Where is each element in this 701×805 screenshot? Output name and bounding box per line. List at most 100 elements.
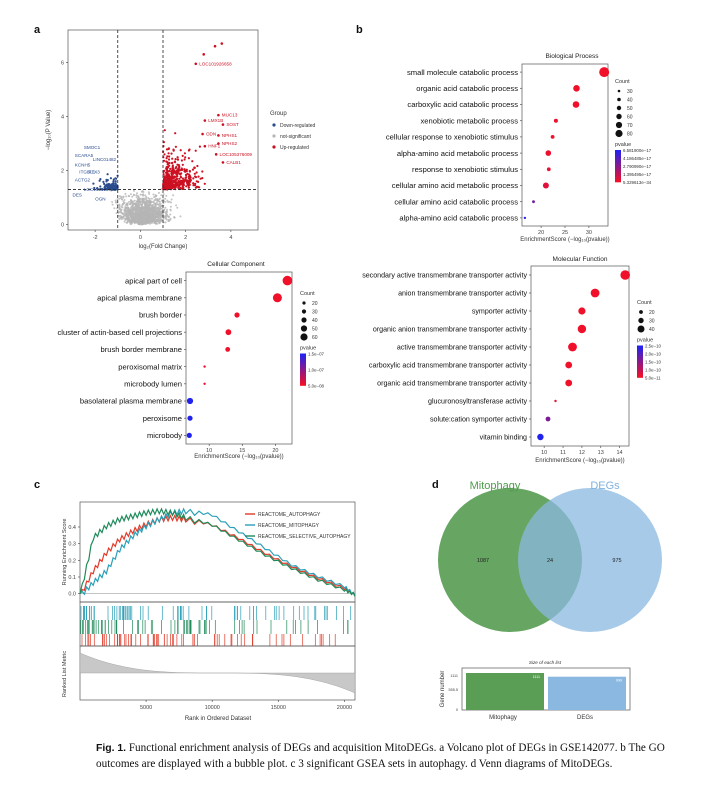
bubble-term-label: cellular amino acid metabolic process: [392, 181, 518, 190]
bubble-legend-pvalue-label: 1.0e−07: [308, 368, 325, 373]
volcano-point-ns: [140, 223, 143, 226]
volcano-point-ns: [155, 218, 158, 221]
volcano-point-ns: [134, 212, 137, 215]
volcano-point-ns: [138, 223, 141, 226]
volcano-point-ns: [154, 213, 157, 215]
volcano-point-down: [113, 186, 116, 189]
bubble-term-label: carboxylic acid catabolic process: [407, 100, 518, 109]
volcano-gene-label-down: KCNH5: [75, 163, 91, 168]
volcano-point-ns: [129, 199, 132, 201]
bubble-legend-count-label: 20: [649, 310, 655, 316]
volcano-point-ns: [129, 193, 132, 196]
bubble-legend-count-label: 20: [312, 301, 318, 307]
bubble-term-label: brush border: [139, 311, 183, 320]
volcano-point-ns: [118, 195, 121, 198]
volcano-point-up: [166, 163, 169, 166]
volcano-gene-label-down: OGN: [95, 196, 105, 201]
volcano-point-ns: [133, 189, 135, 192]
volcano-gene-label-up: NPHS1: [222, 133, 238, 138]
volcano-point-up: [191, 168, 195, 171]
volcano-point-up: [166, 185, 169, 188]
volcano-point-ns: [147, 208, 150, 211]
volcano-point-ns: [175, 204, 178, 207]
bubble-legend-count-dot: [301, 317, 307, 323]
bubble-point: [568, 342, 577, 352]
volcano-point-up: [171, 186, 174, 189]
volcano-point-up: [170, 175, 173, 178]
bubble-term-label: small molecule catabolic process: [407, 68, 518, 77]
volcano-point-down: [106, 173, 109, 176]
volcano-gene-label-down: DES: [73, 192, 82, 197]
bubble-legend-count-dot: [300, 325, 308, 332]
volcano-point-ns: [160, 194, 163, 197]
volcano-point-ns: [121, 213, 124, 216]
volcano-point-up: [178, 177, 181, 180]
volcano-point-up: [181, 168, 184, 171]
volcano-gene-label-down: LINC01482: [93, 157, 117, 162]
volcano-gene-label-down: PTX3: [88, 169, 100, 174]
panel-label-d: d: [432, 479, 439, 491]
volcano-point-ns: [150, 216, 153, 219]
volcano-point-ns: [139, 193, 142, 196]
volcano-point-ns: [124, 207, 127, 210]
volcano-point-down: [108, 185, 111, 188]
volcano-point-up-labelled: [194, 62, 198, 66]
bubble-xtick-label: 20: [538, 230, 544, 236]
bubble-point: [599, 67, 610, 78]
gsea-xtick-label: 10000: [205, 705, 220, 711]
volcano-xlabel: log₂(Fold Change): [139, 244, 188, 250]
setsize-frame: [461, 667, 631, 711]
volcano-point-down: [99, 185, 102, 188]
legend-ns-dot: [272, 134, 276, 138]
gsea-line-selective: [79, 507, 356, 597]
volcano-point-ns: [133, 217, 136, 220]
bubble-term-label: solute:cation symporter activity: [430, 416, 527, 424]
volcano-point-ns: [179, 215, 182, 218]
volcano-point-ns: [152, 201, 155, 204]
mf-xlabel: EnrichmentScore (−log₁₀(pvalue)): [535, 458, 624, 464]
bubble-legend-count-dot: [616, 113, 622, 120]
volcano-point-ns: [137, 195, 140, 198]
volcano-point-ns: [135, 217, 138, 220]
volcano-point-ns: [150, 197, 153, 200]
volcano-gene-label-down: ACTG2: [75, 178, 91, 183]
volcano-point-ns: [169, 217, 172, 220]
setsize-xlabel-degs: DEGs: [577, 715, 593, 721]
volcano-point-ns: [152, 213, 155, 216]
bubble-legend-pvalue-label: 1.5e−07: [308, 352, 325, 357]
venn-count-intersection: 24: [547, 558, 553, 564]
volcano-point-ns: [145, 201, 148, 204]
bubble-xtick-label: 14: [617, 450, 623, 456]
bubble-term-label: secondary active transmembrane transport…: [362, 272, 527, 280]
volcano-point-up-top: [213, 44, 217, 48]
legend-ns-label: not-significant: [280, 134, 311, 140]
volcano-point-ns: [150, 221, 153, 224]
bubble-term-label: xenobiotic metabolic process: [420, 116, 518, 125]
volcano-point-up: [185, 185, 188, 188]
volcano-point-ns: [140, 208, 143, 211]
volcano-point-up: [167, 152, 170, 155]
volcano-point-ns: [155, 204, 157, 207]
bubble-term-label: cluster of actin-based cell projections: [57, 328, 182, 337]
volcano-point-up: [164, 182, 167, 185]
volcano-point-up: [180, 159, 183, 162]
volcano-point-up-top: [202, 53, 206, 56]
volcano-point-ns: [125, 221, 128, 224]
volcano-point-up: [168, 183, 171, 186]
volcano-point-ns: [134, 205, 137, 208]
volcano-point-ns: [148, 197, 151, 200]
volcano-point-ns: [166, 210, 169, 213]
volcano-point-ns: [158, 191, 160, 194]
bubble-term-label: organic acid catabolic process: [416, 84, 518, 93]
gsea-xtick-label: 5000: [140, 705, 152, 711]
volcano-point-ns: [165, 194, 168, 197]
volcano-point-up: [183, 158, 186, 161]
bubble-legend-gradient-step: [300, 357, 306, 360]
panel-label-a: a: [34, 24, 41, 36]
volcano-point-up: [170, 162, 173, 165]
volcano-point-up-labelled: [221, 123, 225, 126]
setsize-ytick-zero: 0: [456, 708, 458, 712]
